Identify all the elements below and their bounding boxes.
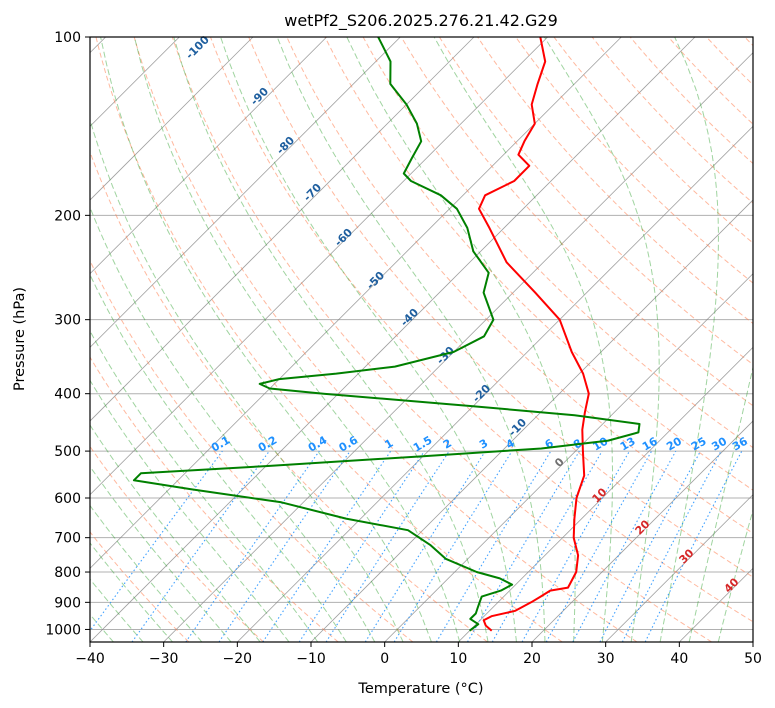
moist-adiabat-line <box>90 504 203 642</box>
isotherm-line <box>237 125 753 642</box>
mixing-ratio-line <box>491 450 603 642</box>
moist-adiabat-line <box>220 37 517 642</box>
x-axis: −40 −30 −20 −10 0 10 20 30 40 50 <box>75 642 762 667</box>
mixing-ratio-line <box>185 450 320 642</box>
moist-adiabat-line <box>543 37 660 642</box>
dewpoint-profile-line <box>132 37 641 632</box>
x-tick-label: 20 <box>523 651 541 667</box>
dry-adiabat-line <box>95 37 563 642</box>
mixing-ratio-line <box>131 450 270 642</box>
y-tick-label: 100 <box>54 30 81 46</box>
x-tick-label: −30 <box>149 651 179 667</box>
plot-frame <box>89 36 754 643</box>
moist-adiabat-line <box>433 37 613 642</box>
moist-adiabat-line <box>90 117 404 642</box>
mixing-ratio-line <box>364 450 486 642</box>
x-tick-label: 50 <box>744 651 762 667</box>
dry-adiabat-line <box>400 37 753 407</box>
dry-adiabat-line <box>324 37 753 491</box>
dry-adiabat-line <box>171 37 712 642</box>
y-tick-label: 500 <box>54 444 81 460</box>
mixing-ratio-line <box>325 450 450 642</box>
mixing-ratio-line <box>393 450 513 642</box>
x-tick-label: 0 <box>380 651 389 667</box>
x-tick-label: −10 <box>296 651 326 667</box>
moist-adiabat-line <box>659 37 719 642</box>
y-axis: 100 200 300 400 500 600 700 800 900 1000 <box>45 30 90 638</box>
moist-adiabat-line <box>688 365 753 642</box>
mixing-ratio-line <box>572 450 677 642</box>
mixing-ratio-line <box>545 450 653 642</box>
mixing-ratio-line <box>435 450 552 642</box>
x-axis-title: Temperature (°C) <box>357 681 483 697</box>
dry-adiabat-line <box>90 150 488 642</box>
x-tick-label: 10 <box>449 651 467 667</box>
moist-adiabat-line <box>346 37 576 642</box>
moist-adiabat-line <box>133 37 461 642</box>
dry-adiabat-line <box>438 37 753 366</box>
moist-adiabat-line <box>90 424 261 642</box>
temperature-profile-line <box>478 37 590 632</box>
x-tick-label: 40 <box>670 651 688 667</box>
dry-adiabat-line <box>286 37 753 534</box>
dry-adiabat-line <box>553 37 753 244</box>
background-lines <box>90 37 753 642</box>
moist-adiabat-line <box>173 37 489 642</box>
isotherm-line <box>384 273 753 642</box>
chart-title: wetPf2_S206.2025.276.21.42.G29 <box>284 11 558 31</box>
isotherm-line <box>531 420 753 642</box>
isotherm-line <box>90 37 401 348</box>
y-tick-label: 600 <box>54 491 81 507</box>
dry-adiabat-line <box>133 37 638 642</box>
moist-adiabat-line <box>100 37 432 642</box>
isotherm-line <box>163 52 753 642</box>
moist-adiabat-line <box>90 379 290 642</box>
y-tick-label: 400 <box>54 387 81 403</box>
dry-adiabat-line <box>90 356 339 642</box>
dry-adiabat-line <box>477 37 753 325</box>
moist-adiabat-line <box>276 37 546 642</box>
moist-adiabat-line <box>90 578 144 642</box>
mixing-ratio-line <box>90 450 223 632</box>
y-tick-label: 300 <box>54 313 81 329</box>
isotherm-line <box>90 37 622 569</box>
dry-adiabat-line <box>210 37 753 623</box>
sounding-profiles <box>132 37 641 632</box>
mixing-ratio-line <box>467 450 580 642</box>
isotherm-line <box>605 494 753 642</box>
y-tick-label: 900 <box>54 595 81 611</box>
x-tick-label: −20 <box>223 651 253 667</box>
y-axis-title: Pressure (hPa) <box>12 287 28 391</box>
moist-adiabat-line <box>90 273 347 642</box>
moist-adiabat-line <box>90 542 173 642</box>
x-tick-label: −40 <box>75 651 105 667</box>
mixing-ratio-line <box>218 450 351 642</box>
moist-adiabat-line <box>90 329 319 642</box>
moist-adiabat-line <box>717 508 753 642</box>
x-tick-label: 30 <box>597 651 615 667</box>
isotherm-line <box>90 37 475 422</box>
dry-adiabat-line <box>248 37 753 578</box>
y-tick-label: 1000 <box>45 622 81 638</box>
dry-adiabat-line <box>591 37 753 204</box>
isotherm-line <box>90 37 327 275</box>
dry-adiabat-line <box>90 259 414 642</box>
isotherm-line <box>90 37 696 642</box>
y-tick-label: 800 <box>54 565 81 581</box>
isotherm-line <box>90 37 548 496</box>
isotherm-line <box>90 37 254 201</box>
dry-adiabat-line <box>90 531 190 642</box>
dry-adiabat-line <box>362 37 753 449</box>
y-tick-label: 700 <box>54 531 81 547</box>
y-tick-label: 200 <box>54 208 81 224</box>
isotherm-line <box>458 346 753 642</box>
moist-adiabat-line <box>90 465 232 642</box>
